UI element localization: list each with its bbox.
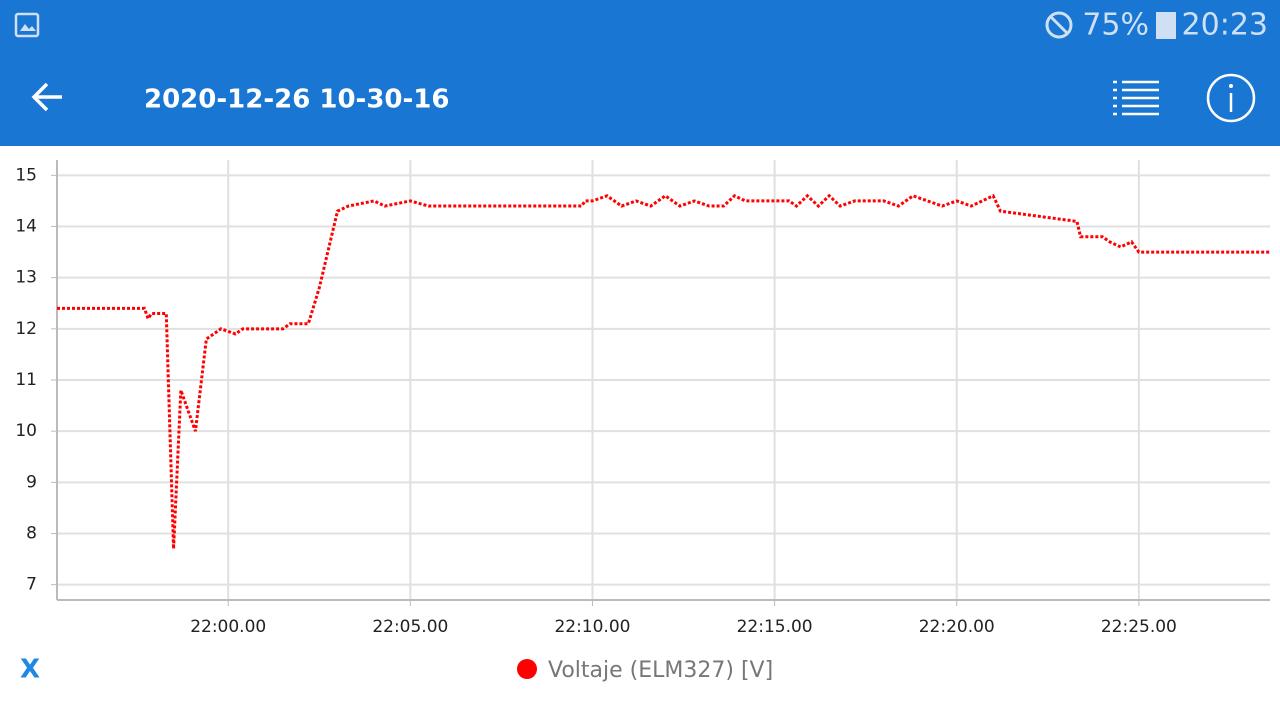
y-tick-label: 12	[15, 319, 37, 339]
gallery-icon-shape	[20, 24, 36, 31]
legend-label: Voltaje (ELM327) [V]	[548, 658, 773, 683]
y-tick-label: 11	[15, 370, 37, 390]
battery-icon	[1156, 12, 1176, 39]
y-tick-label: 10	[15, 421, 37, 441]
app-bar	[0, 0, 1280, 146]
y-tick-label: 14	[15, 217, 37, 237]
list-button[interactable]	[1113, 80, 1159, 116]
x-tick-label: 22:20.00	[919, 617, 995, 637]
axis-toggle[interactable]: X	[20, 655, 40, 685]
clock: 20:23	[1182, 8, 1268, 43]
x-tick-label: 22:15.00	[737, 617, 813, 637]
y-tick-label: 7	[26, 575, 37, 595]
dnd-icon-bar	[1049, 15, 1069, 35]
y-tick-label: 13	[15, 268, 37, 288]
y-tick-label: 15	[15, 165, 37, 185]
data-line	[57, 193, 1270, 549]
x-tick-label: 22:10.00	[554, 617, 630, 637]
chart: 7 8 9 10 11 12 13 14 15 22:00.00 22:05.00 22:10.00 2…	[15, 160, 1270, 683]
battery-level: 75%	[1082, 8, 1149, 43]
gallery-icon	[14, 12, 40, 38]
y-tick-label: 9	[26, 472, 37, 492]
x-tick-label: 22:00.00	[190, 617, 266, 637]
x-tick-label: 22:05.00	[372, 617, 448, 637]
screen-title: 2020-12-26 10-30-16	[144, 85, 450, 115]
back-button[interactable]	[31, 82, 62, 112]
dnd-icon	[1045, 11, 1073, 39]
legend-marker	[517, 659, 537, 679]
y-tick-label: 8	[26, 523, 37, 543]
info-button[interactable]	[1206, 73, 1256, 123]
x-tick-label: 22:25.00	[1101, 617, 1177, 637]
